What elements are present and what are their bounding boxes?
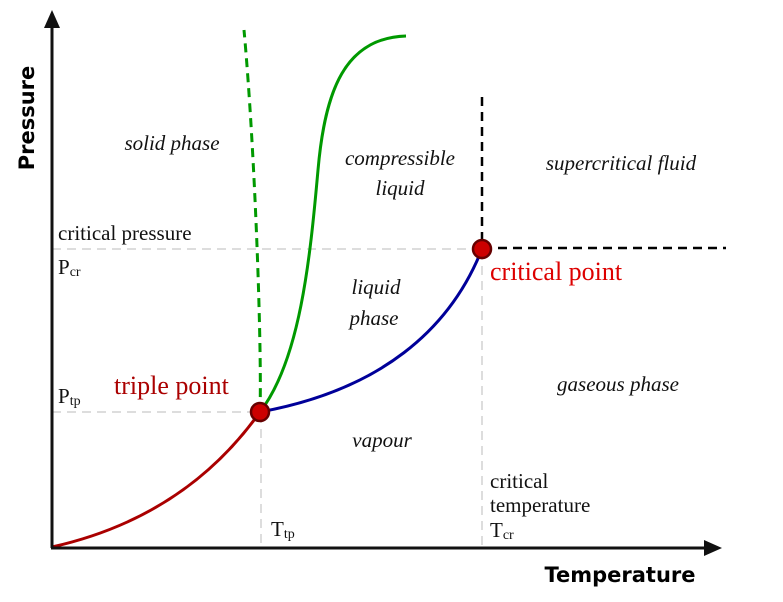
y-axis-arrowhead [44, 10, 60, 28]
critical-temperature-label-line1: critical [490, 469, 548, 493]
vaporization-curve [259, 248, 484, 414]
x-axis-label: Temperature [544, 563, 695, 587]
critical-point-label: critical point [490, 257, 623, 286]
gaseous-phase-label: gaseous phase [557, 372, 679, 396]
liquid-phase-label-line1: liquid [351, 275, 401, 299]
compressible-liquid-label-line1: compressible [345, 146, 455, 170]
sublimation-curve [51, 411, 262, 549]
fusion-curve [258, 34, 407, 413]
p-tp-label: Ptp [58, 384, 81, 409]
solid-phase-label: solid phase [124, 131, 219, 155]
p-cr-label: Pcr [58, 255, 81, 280]
t-cr-sub: cr [503, 528, 514, 543]
x-axis-arrowhead [704, 540, 722, 556]
t-tp-sub: tp [284, 527, 295, 542]
p-tp-main: P [58, 384, 70, 408]
vapour-label: vapour [352, 428, 412, 452]
t-tp-main: T [271, 517, 284, 541]
t-cr-main: T [490, 518, 503, 542]
critical-temperature-label-line2: temperature [490, 493, 590, 517]
critical-point-marker [471, 238, 493, 260]
p-cr-main: P [58, 255, 70, 279]
liquid-phase-label-line2: phase [348, 306, 399, 330]
anomalous-fusion-curve [242, 29, 262, 413]
critical-pressure-label: critical pressure [58, 221, 192, 245]
supercritical-fluid-label: supercritical fluid [546, 151, 697, 175]
t-cr-label: Tcr [490, 518, 514, 543]
t-tp-label: Ttp [271, 517, 295, 542]
p-tp-sub: tp [70, 394, 81, 409]
triple-point-marker [249, 401, 271, 423]
compressible-liquid-label-line2: liquid [375, 176, 425, 200]
triple-point-label: triple point [114, 371, 230, 400]
y-axis-label: Pressure [15, 66, 39, 171]
p-cr-sub: cr [70, 265, 81, 280]
